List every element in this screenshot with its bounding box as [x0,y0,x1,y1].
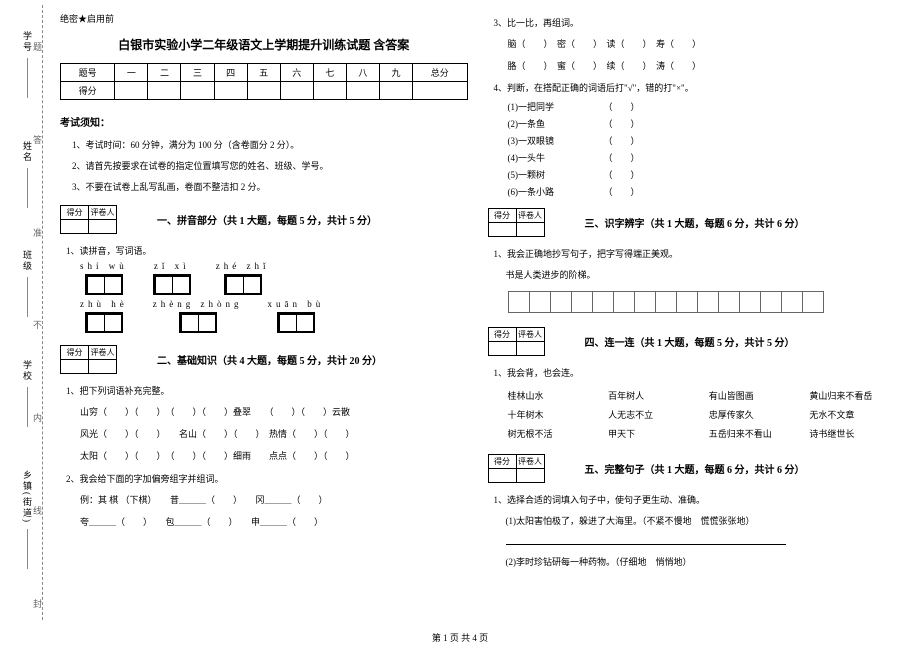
sentence-choice: (2)李时珍钻研每一种药物。（仔细地 悄悄地） [506,555,896,568]
tf-item: (2)一条鱼 （ ） [508,117,896,130]
fill-line: 风光（ ）（ ） 名山（ ）（ ） 热情（ ）（ ） [80,426,468,442]
char-write-grid [224,274,262,295]
pinyin-label: shí wù [80,261,128,271]
page-footer: 第 1 页 共 4 页 [0,631,920,644]
notice-item: 1、考试时间：60 分钟，满分为 100 分（含卷面分 2 分）。 [72,138,468,151]
score-summary-table: 题号一二 三四五 六七八 九总分 得分 [60,63,468,100]
notice-item: 2、请首先按要求在试卷的指定位置填写您的姓名、班级、学号。 [72,159,468,172]
tf-item: (1)一把同学 （ ） [508,100,896,113]
pinyin-label: zhèng zhòng [153,299,243,309]
notice-heading: 考试须知： [60,114,468,129]
tf-item: (4)一头牛 （ ） [508,151,896,164]
char-write-grid [153,274,191,295]
section-score-box: 得分评卷人 [488,208,545,237]
copy-sentence: 书是人类进步的阶梯。 [506,268,896,281]
char-write-grid [85,274,123,295]
fill-line: 夸＿＿＿（ ） 包＿＿＿（ ） 申＿＿＿（ ） [80,514,468,530]
pair-line: 胳（ ） 蜜（ ） 续（ ） 涛（ ） [508,58,896,74]
section-score-box: 得分评卷人 [488,454,545,483]
pair-line: 脑（ ） 密（ ） 读（ ） 寿（ ） [508,36,896,52]
fold-line [42,5,43,620]
section-title: 一、拼音部分（共 1 大题，每题 5 分，共计 5 分） [157,212,377,227]
section-title: 二、基础知识（共 4 大题，每题 5 分，共计 20 分） [157,352,382,367]
section-score-box: 得分评卷人 [60,345,117,374]
question: 1、读拼音，写词语。 [66,244,468,257]
pinyin-label: zhé zhǐ [216,261,270,271]
question: 4、判断，在搭配正确的词语后打"√"，错的打"×"。 [494,81,896,94]
tf-item: (3)一双眼镜 （ ） [508,134,896,147]
char-write-grid [277,312,315,333]
question: 1、我会背，也会连。 [494,366,896,379]
fill-line: 山穷（ ）（ ） （ ）（ ）叠翠 （ ）（ ）云散 [80,404,468,420]
section-score-box: 得分评卷人 [60,205,117,234]
secret-label: 绝密★启用前 [60,12,468,25]
section-title: 五、完整句子（共 1 大题，每题 6 分，共计 6 分） [585,461,805,476]
tf-item: (6)一条小路 （ ） [508,185,896,198]
pinyin-label: zhù hè [80,299,128,309]
sentence-choice: (1)太阳害怕极了，躲进了大海里。（不紧不慢地 慌慌张张地） [506,514,896,527]
question: 1、选择合适的词填入句子中，使句子更生动、准确。 [494,493,896,506]
notice-item: 3、不要在试卷上乱写乱画，卷面不整洁扣 2 分。 [72,180,468,193]
question: 2、我会给下面的字加偏旁组字并组词。 [66,472,468,485]
fill-line: 太阳（ ）（ ） （ ）（ ）细雨 点点（ ）（ ） [80,448,468,464]
section-score-box: 得分评卷人 [488,327,545,356]
section-title: 四、连一连（共 1 大题，每题 5 分，共计 5 分） [585,334,795,349]
char-write-grid [179,312,217,333]
writing-grid [508,291,896,313]
section-title: 三、识字辨字（共 1 大题，每题 6 分，共计 6 分） [585,215,805,230]
exam-title: 白银市实验小学二年级语文上学期提升训练试题 含答案 [60,36,468,53]
example-line: 例：其 棋 （下棋） 昔＿＿＿（ ） 冈＿＿＿（ ） [80,492,468,508]
pinyin-label: xuān bù [267,299,324,309]
question: 1、把下列词语补充完整。 [66,384,468,397]
question: 3、比一比，再组词。 [494,16,896,29]
matching-grid: 桂林山水百年树人有山皆图画黄山归来不看岳 十年树木人无志不立忠厚传家久无水不文章… [508,389,896,440]
answer-blank [506,535,786,545]
char-write-grid [85,312,123,333]
pinyin-label: zǐ xì [154,261,190,271]
seal-marks: 题 答 准 不 内 线 封 [33,0,42,650]
tf-item: (5)一颗树 （ ） [508,168,896,181]
question: 1、我会正确地抄写句子，把字写得端正美观。 [494,247,896,260]
